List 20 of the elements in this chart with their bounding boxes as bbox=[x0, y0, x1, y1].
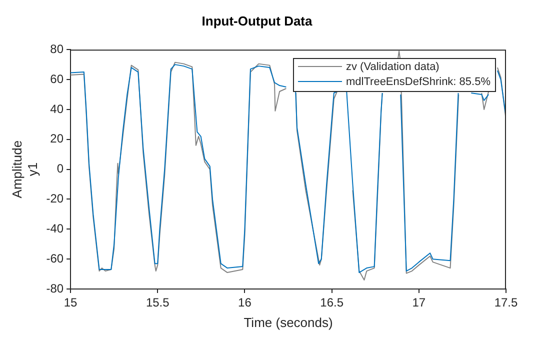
y-tick-label: -60 bbox=[46, 251, 64, 266]
y-tick-label: -40 bbox=[46, 221, 64, 236]
x-tick-label: 17 bbox=[412, 296, 426, 310]
y-tick-label: -80 bbox=[46, 281, 64, 296]
y-tick-label: 80 bbox=[50, 42, 64, 56]
y-tick-label: 0 bbox=[56, 162, 64, 176]
x-tick-label: 16.5 bbox=[320, 296, 344, 310]
x-tick-label: 16 bbox=[238, 296, 252, 310]
x-tick-label: 15.5 bbox=[146, 296, 170, 310]
y-axis-title: Amplitude y1 bbox=[9, 140, 40, 198]
legend-label: zv (Validation data) bbox=[346, 60, 440, 73]
y-tick-label: -20 bbox=[46, 192, 64, 206]
y-tick-label: 20 bbox=[50, 132, 64, 146]
x-tick-label: 15 bbox=[64, 296, 78, 310]
y-tick-label: 40 bbox=[50, 102, 64, 116]
x-tick-label: 17.5 bbox=[494, 296, 518, 310]
x-axis-title: Time (seconds) bbox=[244, 314, 333, 330]
legend-label: mdlTreeEnsDefShrink: 85.5% bbox=[346, 76, 490, 88]
y-tick-label: 60 bbox=[50, 72, 64, 86]
chart-title: Input-Output Data bbox=[202, 13, 313, 28]
